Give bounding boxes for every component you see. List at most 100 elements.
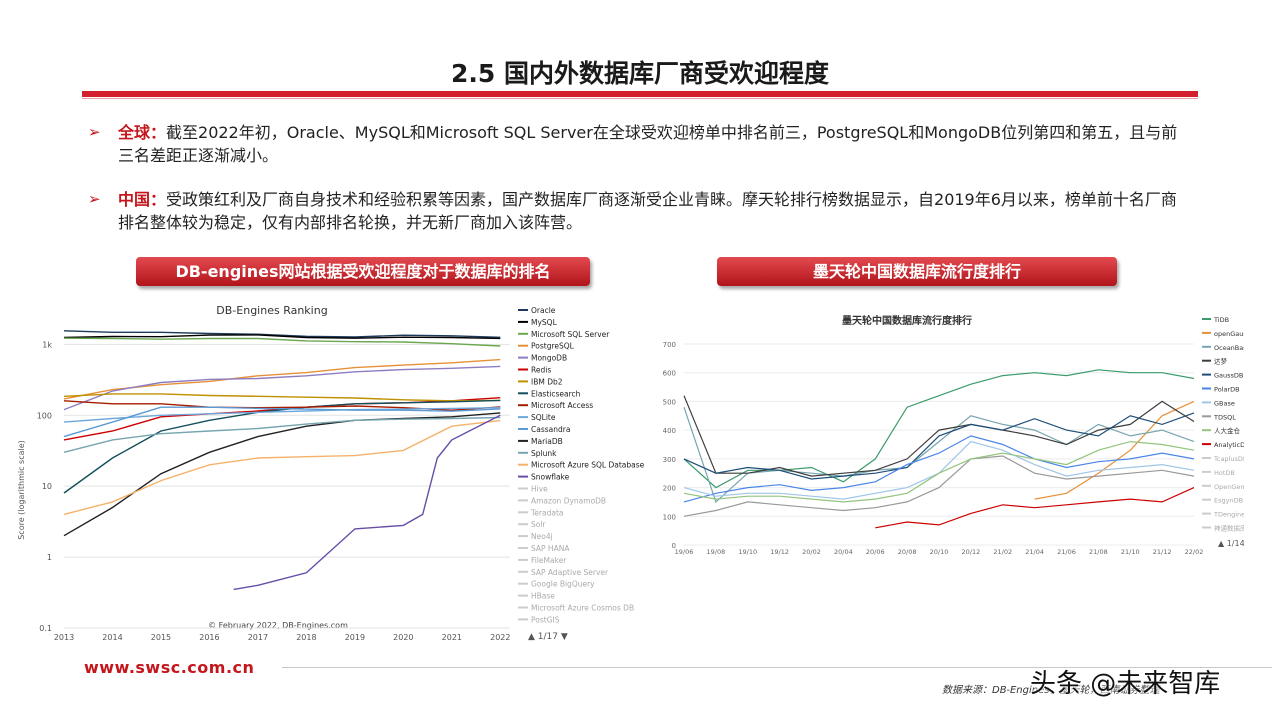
series-line [683,455,1195,517]
db-engines-chart-svg: DB-Engines Ranking Score (logarithmic sc… [14,298,654,646]
legend-item: Microsoft Access [531,401,593,410]
y-tick-label: 500 [663,398,676,406]
legend-item-hidden: TDengine [1213,511,1244,519]
arrow-bullet-icon: ➢ [88,190,101,208]
bullet-keyword: 中国： [118,190,167,209]
legend-item-hidden: Hive [531,485,548,494]
legend-item: Snowflake [531,473,570,482]
legend-item: TDSQL [1213,413,1236,421]
legend-item-hidden: SAP HANA [531,544,570,553]
legend-item: IBM Db2 [531,377,563,386]
series-line [683,369,1195,489]
series-line [683,435,1195,503]
legend-item: openGauss [1214,330,1244,338]
legend-item: AnalyticDB [1214,441,1244,449]
legend-item: PolarDB [1214,386,1240,394]
x-tick-label: 2018 [296,633,316,642]
x-tick-label: 19/08 [707,548,726,556]
legend-item: 达梦 [1214,357,1228,366]
series-line [233,414,501,591]
y-tick-label: 0.1 [39,624,52,633]
legend-item-hidden: HBase [531,592,555,601]
legend-item: Redis [531,366,551,375]
x-tick-label: 2017 [248,633,268,642]
footer-website[interactable]: www.swsc.com.cn [84,658,255,677]
watermark: 头条 @未来智库 [1030,669,1221,699]
x-tick-label: 21/04 [1025,548,1044,556]
legend-pager[interactable]: ▲ 1/14 ▼ [1218,539,1254,548]
right-chart-banner: 墨天轮中国数据库流行度排行 [717,257,1117,286]
x-tick-label: 20/04 [834,548,853,556]
legend-item-hidden: EsgynDB [1214,497,1243,505]
legend-item-hidden: HotDB [1214,469,1235,477]
y-tick-label: 1 [47,553,52,562]
legend-item: MySQL [531,318,558,327]
x-tick-label: 2016 [199,633,219,642]
legend-item-hidden: TcaplusDB [1213,455,1244,463]
legend-item-hidden: OpenGemini [1214,483,1244,491]
legend-item: TiDB [1213,316,1229,324]
series-line [63,399,501,494]
series-line [683,440,1195,503]
x-tick-label: 20/06 [866,548,885,556]
y-tick-label: 200 [663,485,676,493]
series-line [63,406,501,438]
legend-item-hidden: SAP Adaptive Server [531,568,609,577]
left-chart-banner: DB-engines网站根据受欢迎程度对于数据库的排名 [136,257,590,286]
legend-item: MongoDB [531,354,567,363]
x-tick-label: 19/10 [738,548,757,556]
legend-item: MariaDB [531,437,563,446]
legend-item: GBase [1214,399,1235,407]
bullet-text: 截至2022年初，Oracle、MySQL和Microsoft SQL Serv… [118,123,1178,165]
x-tick-label: 21/12 [1153,548,1172,556]
legend-item-hidden: PostGIS [531,615,560,624]
legend-item-hidden: FileMaker [531,556,567,565]
legend-item-hidden: 神通数据库 [1214,524,1244,533]
x-tick-label: 21/10 [1121,548,1140,556]
legend-item: SQLite [531,413,556,422]
x-tick-label: 19/06 [675,548,694,556]
series-line [63,365,501,411]
legend-item: Microsoft Azure SQL Database [531,461,645,470]
legend-pager[interactable]: ▲ 1/17 ▼ [528,632,568,642]
x-tick-label: 19/12 [770,548,789,556]
modb-chart: 墨天轮中国数据库流行度排行 ▲ 1/14 ▼ 0 100 200 300 400 500 6… [662,302,1255,560]
legend-item-hidden: Amazon DynamoDB [531,496,606,505]
series-line [63,334,501,340]
x-tick-label: 2015 [151,633,171,642]
x-tick-label: 20/02 [802,548,821,556]
x-tick-label: 21/06 [1057,548,1076,556]
series-line [1034,400,1195,500]
x-tick-label: 2019 [345,633,365,642]
series-line [63,330,501,338]
x-tick-label: 2014 [102,633,122,642]
legend-item: Splunk [531,449,557,458]
page-title: 2.5 国内外数据库厂商受欢迎程度 [451,59,829,88]
y-tick-label: 10 [42,482,52,491]
y-tick-label: 400 [663,427,676,435]
legend-item: 人大金仓 [1214,426,1241,435]
legend-item-hidden: Solr [531,520,546,529]
series-line [63,407,501,423]
title-divider [82,91,1198,97]
x-tick-label: 20/10 [930,548,949,556]
legend-item: Oracle [531,306,556,315]
y-tick-label: 600 [663,370,676,378]
series-line [63,419,501,516]
y-tick-label: 700 [663,341,676,349]
footer-divider [282,667,1272,668]
legend-item-hidden: Neo4j [531,532,553,541]
legend-item: Microsoft SQL Server [531,330,610,339]
legend-item-hidden: Teradata [530,508,564,517]
legend-item: GaussDB [1214,372,1243,380]
series-line [875,487,1195,529]
chart-title: DB-Engines Ranking [216,304,327,317]
source-note: 数据来源：DB-Engines，墨天轮，西南证券整理 [942,685,1160,696]
x-tick-label: 21/08 [1089,548,1108,556]
x-tick-label: 22/02 [1185,548,1204,556]
x-tick-label: 21/02 [993,548,1012,556]
y-tick-label: 300 [663,456,676,464]
y-tick-label: 0 [672,542,676,550]
legend-item-hidden: Microsoft Azure Cosmos DB [531,604,634,613]
legend-item: OceanBase [1214,344,1244,352]
